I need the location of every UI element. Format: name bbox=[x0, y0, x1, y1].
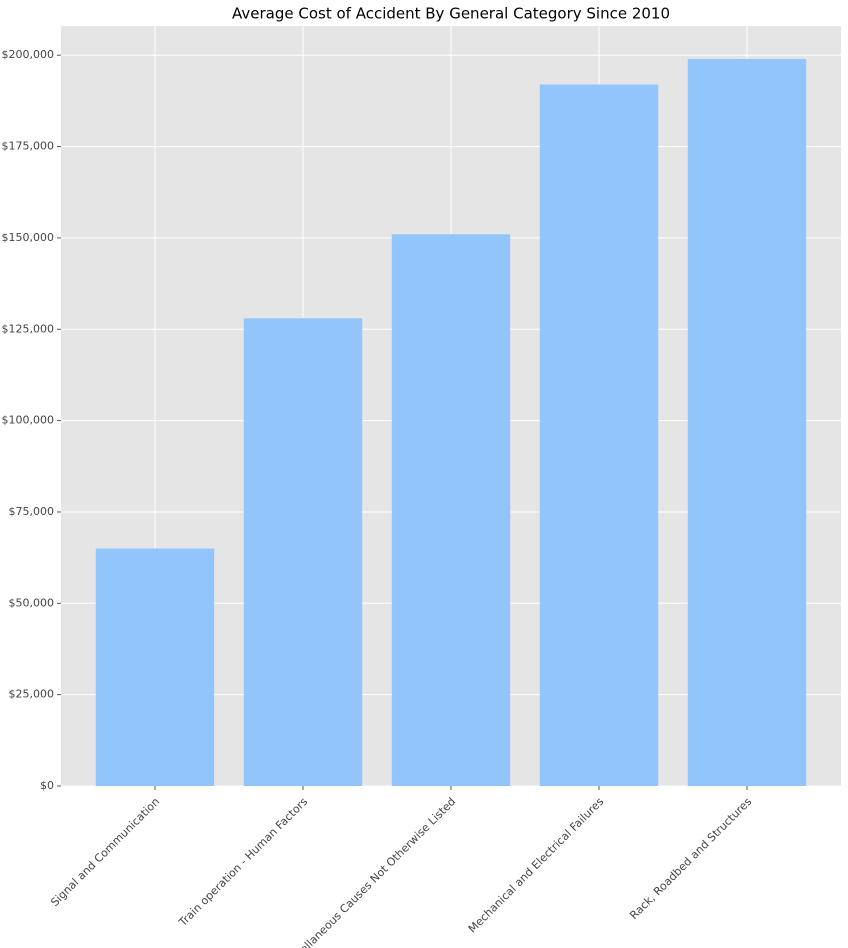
chart-title: Average Cost of Accident By General Cate… bbox=[232, 5, 670, 23]
y-tick-label: $100,000 bbox=[2, 414, 55, 427]
y-tick-label: $150,000 bbox=[2, 231, 55, 244]
bar bbox=[391, 234, 511, 786]
bar bbox=[95, 548, 215, 786]
y-tick-label: $50,000 bbox=[9, 596, 55, 609]
y-tick-label: $25,000 bbox=[9, 688, 55, 701]
y-tick-label: $125,000 bbox=[2, 322, 55, 335]
bar bbox=[687, 58, 807, 786]
y-tick-label: $0 bbox=[40, 779, 54, 792]
y-tick-label: $175,000 bbox=[2, 140, 55, 153]
bar bbox=[539, 84, 659, 786]
x-tick-label: Miscellaneous Causes Not Otherwise Liste… bbox=[280, 795, 458, 948]
y-tick-label: $200,000 bbox=[2, 48, 55, 61]
x-tick-label: Mechanical and Electrical Failures bbox=[466, 795, 607, 936]
bar bbox=[243, 318, 363, 786]
x-tick-label: Train operation - Human Factors bbox=[176, 795, 311, 930]
y-tick-label: $75,000 bbox=[9, 505, 55, 518]
x-tick-label: Rack, Roadbed and Structures bbox=[627, 795, 754, 922]
x-tick-label: Signal and Communication bbox=[48, 795, 162, 909]
